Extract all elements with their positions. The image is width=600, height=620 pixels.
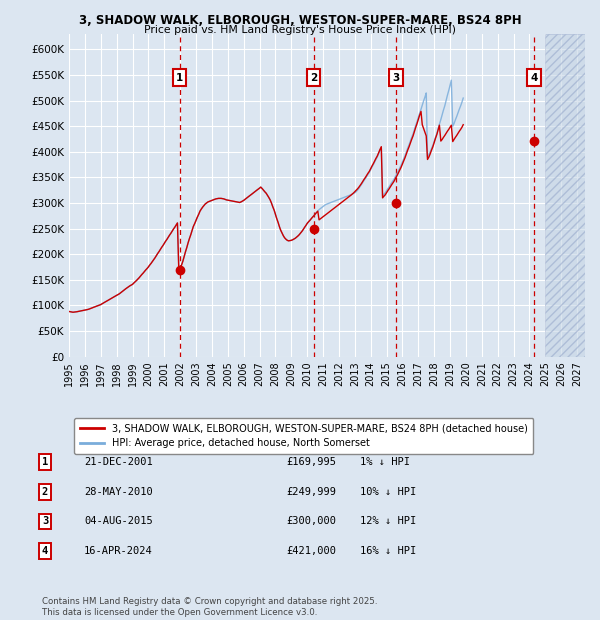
Text: Contains HM Land Registry data © Crown copyright and database right 2025.
This d: Contains HM Land Registry data © Crown c… (42, 598, 377, 617)
Text: £169,995: £169,995 (286, 457, 336, 467)
Text: 2: 2 (42, 487, 48, 497)
Text: 4: 4 (530, 73, 538, 82)
Text: 1: 1 (42, 457, 48, 467)
Text: 1% ↓ HPI: 1% ↓ HPI (360, 457, 410, 467)
Text: 3: 3 (42, 516, 48, 526)
Text: 12% ↓ HPI: 12% ↓ HPI (360, 516, 416, 526)
Text: 16-APR-2024: 16-APR-2024 (84, 546, 153, 556)
Text: 28-MAY-2010: 28-MAY-2010 (84, 487, 153, 497)
Legend: 3, SHADOW WALK, ELBOROUGH, WESTON-SUPER-MARE, BS24 8PH (detached house), HPI: Av: 3, SHADOW WALK, ELBOROUGH, WESTON-SUPER-… (74, 418, 533, 454)
Text: 4: 4 (42, 546, 48, 556)
Text: 3: 3 (392, 73, 400, 82)
Text: Price paid vs. HM Land Registry's House Price Index (HPI): Price paid vs. HM Land Registry's House … (144, 25, 456, 35)
Text: 1: 1 (176, 73, 183, 82)
Text: 21-DEC-2001: 21-DEC-2001 (84, 457, 153, 467)
Text: 10% ↓ HPI: 10% ↓ HPI (360, 487, 416, 497)
Text: 3, SHADOW WALK, ELBOROUGH, WESTON-SUPER-MARE, BS24 8PH: 3, SHADOW WALK, ELBOROUGH, WESTON-SUPER-… (79, 14, 521, 27)
Text: £249,999: £249,999 (286, 487, 336, 497)
Text: £421,000: £421,000 (286, 546, 336, 556)
Text: 16% ↓ HPI: 16% ↓ HPI (360, 546, 416, 556)
Text: 04-AUG-2015: 04-AUG-2015 (84, 516, 153, 526)
Text: £300,000: £300,000 (286, 516, 336, 526)
Text: 2: 2 (310, 73, 317, 82)
Bar (545, 34, 585, 356)
